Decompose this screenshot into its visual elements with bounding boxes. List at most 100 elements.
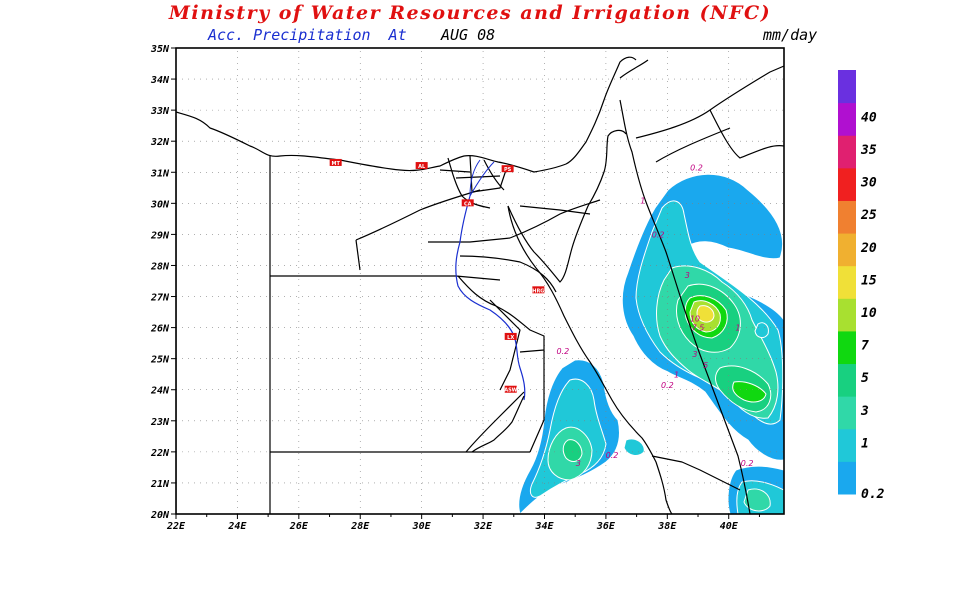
precip-region-sudan-small [623, 438, 645, 456]
delta-1 [447, 157, 491, 209]
station-label: ASW [504, 388, 517, 394]
precip-region-7 [732, 381, 767, 403]
station-label: PS [504, 167, 512, 173]
latitude-labels: 20N 21N 22N 23N 24N 25N 26N 27N 28N 29N 30N 31N 32N 3… [150, 44, 170, 521]
red-sea-arabia-coast [619, 99, 751, 514]
lat-tick-label: 20N [150, 510, 170, 521]
station-label: HRG [532, 288, 544, 294]
station-marker [461, 199, 474, 207]
contour-label: 7.5 [692, 324, 705, 333]
lon-tick-label: 40E [720, 521, 739, 532]
gov-boundary-9 [489, 299, 521, 391]
contour-label: 1 [735, 324, 740, 333]
precip-region-small [754, 322, 769, 339]
lat-tick-label: 30N [150, 199, 170, 210]
station-label: LX [507, 335, 514, 341]
gov-boundary-5 [457, 275, 545, 353]
colorbar-label: 25 [860, 208, 877, 223]
me-border-3 [655, 127, 731, 163]
lat-tick-label: 33N [150, 106, 170, 117]
units-label: mm/day [763, 26, 818, 44]
lon-tick-label: 28E [350, 521, 370, 532]
colorbar-label: 3 [860, 404, 869, 419]
sinai-inner-1 [519, 205, 591, 215]
precip-region-15 [696, 305, 715, 323]
me-border-2 [709, 109, 784, 159]
contour-label: 3 [685, 271, 690, 280]
station-marker [329, 158, 342, 166]
contour-label: 1 [674, 370, 679, 379]
lon-tick-label: 26E [289, 521, 309, 532]
station-label: AL [418, 164, 426, 170]
contour-label: 0.2 [661, 381, 674, 390]
lat-tick-label: 24N [150, 386, 170, 397]
colorbar-swatch [838, 265, 856, 299]
contour-label: 10 [690, 314, 700, 323]
lon-tick-label: 32E [473, 521, 493, 532]
lat-tick-label: 34N [150, 75, 170, 86]
station-label: CA [464, 201, 472, 207]
gov-boundary-6 [529, 350, 545, 453]
map-subtitle: Acc. Precipitation At [208, 26, 407, 44]
precip-region-se-3 [743, 488, 771, 512]
delta-2 [469, 155, 507, 193]
gov-boundary-7 [459, 255, 557, 293]
colorbar-swatch [838, 102, 856, 136]
colorbar-swatch [838, 330, 856, 365]
colorbar-swatch [838, 200, 856, 234]
lon-tick-label: 38E [657, 521, 677, 532]
colorbar-label: 10 [861, 306, 877, 321]
delta-5 [455, 175, 501, 179]
colorbar-label: 1 [861, 436, 869, 451]
sinai-coast [507, 129, 627, 283]
map-title: Ministry of Water Resources and Irrigati… [168, 2, 772, 24]
mediterranean-coast [176, 56, 637, 173]
colorbar-label: 40 [861, 110, 877, 125]
red-sea-egypt-coast [507, 205, 673, 514]
lon-tick-label: 30E [412, 521, 432, 532]
lat-tick-label: 23N [150, 417, 170, 428]
colorbar-label: 7 [861, 339, 869, 354]
boundaries [176, 56, 784, 514]
delta-4 [439, 169, 471, 173]
gov-boundary-10 [465, 391, 525, 453]
station-marker [532, 286, 545, 294]
lat-tick-label: 28N [150, 261, 170, 272]
lon-tick-label: 24E [227, 521, 247, 532]
station-marker [501, 165, 514, 173]
lat-tick-label: 31N [150, 168, 170, 179]
colorbar-swatch [838, 233, 856, 267]
colorbar-swatch [838, 298, 856, 332]
lat-tick-label: 21N [150, 479, 170, 490]
gov-boundary-4 [428, 237, 511, 243]
station-label: MT [331, 161, 340, 167]
contour-label: 0.2 [652, 231, 665, 240]
colorbar-swatch [838, 461, 856, 495]
lon-tick-label: 34E [534, 521, 554, 532]
station-labels: MT AL PS CA HRG LX ASW [329, 158, 545, 394]
station-marker [504, 385, 517, 393]
gov-boundary-8 [509, 199, 601, 239]
colorbar-label: 30 [860, 176, 877, 191]
axis-ticks [171, 47, 760, 519]
colorbar-swatch [838, 396, 856, 430]
lat-tick-label: 29N [150, 230, 170, 241]
lake-nasser [471, 395, 525, 453]
lon-tick-label: 36E [596, 521, 616, 532]
contour-label: 0.2 [741, 459, 754, 468]
contour-label: 5 [703, 361, 708, 370]
gov-boundary-1 [270, 275, 501, 281]
lat-tick-label: 22N [150, 448, 170, 459]
precipitation-field [518, 173, 784, 514]
nile-river [455, 195, 526, 401]
colorbar-label: 15 [861, 273, 877, 288]
contour-label: 3 [576, 459, 581, 468]
lat-tick-label: 32N [150, 137, 170, 148]
colorbar-swatch [838, 428, 856, 462]
map-date: AUG 08 [441, 26, 496, 44]
lon-tick-label: 22E [166, 521, 186, 532]
colorbar-label: 35 [860, 143, 877, 158]
colorbar-swatch [838, 135, 856, 169]
